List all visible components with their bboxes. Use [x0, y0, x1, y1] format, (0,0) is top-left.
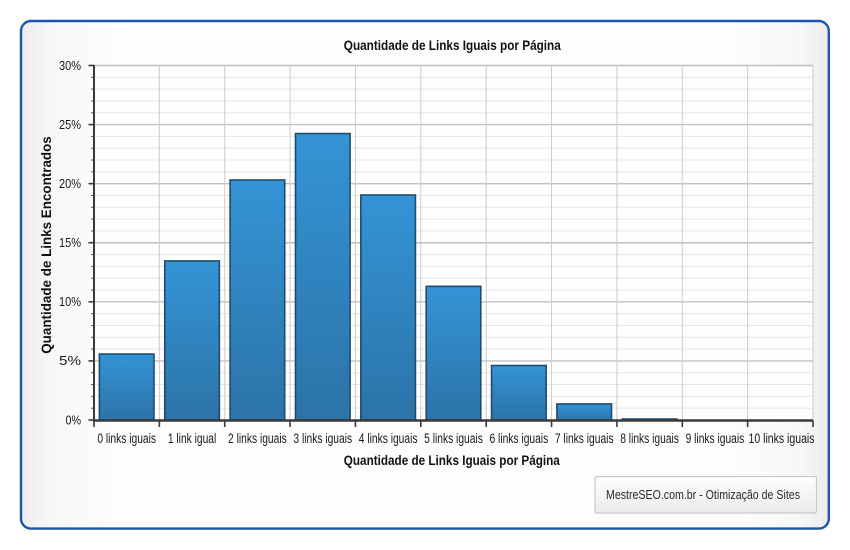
- svg-text:Quantidade de Links Encontrado: Quantidade de Links Encontrados: [39, 136, 54, 354]
- svg-text:7 links iguais: 7 links iguais: [555, 431, 614, 446]
- svg-text:10 links iguais: 10 links iguais: [749, 431, 815, 446]
- svg-text:25%: 25%: [59, 117, 81, 132]
- svg-text:3 links iguais: 3 links iguais: [293, 431, 352, 446]
- svg-text:0 links iguais: 0 links iguais: [97, 431, 156, 446]
- svg-text:5%: 5%: [59, 353, 82, 368]
- svg-text:6 links iguais: 6 links iguais: [490, 431, 549, 446]
- svg-text:15%: 15%: [59, 235, 81, 250]
- svg-text:4 links iguais: 4 links iguais: [359, 431, 418, 446]
- svg-text:8 links iguais: 8 links iguais: [620, 431, 679, 446]
- svg-text:2 links iguais: 2 links iguais: [228, 431, 287, 446]
- svg-text:9 links iguais: 9 links iguais: [686, 431, 745, 446]
- svg-text:5 links iguais: 5 links iguais: [424, 431, 483, 446]
- svg-text:0%: 0%: [66, 412, 82, 427]
- svg-text:Quantidade de Links Iguais por: Quantidade de Links Iguais por Página: [344, 38, 561, 53]
- svg-text:1 link igual: 1 link igual: [168, 431, 216, 446]
- svg-text:Quantidade de Links Iguais por: Quantidade de Links Iguais por Página: [344, 453, 560, 468]
- svg-text:20%: 20%: [59, 176, 81, 191]
- svg-text:30%: 30%: [59, 58, 81, 73]
- svg-text:MestreSEO.com.br - Otimização: MestreSEO.com.br - Otimização de Sites: [606, 487, 800, 502]
- svg-text:10%: 10%: [59, 294, 81, 309]
